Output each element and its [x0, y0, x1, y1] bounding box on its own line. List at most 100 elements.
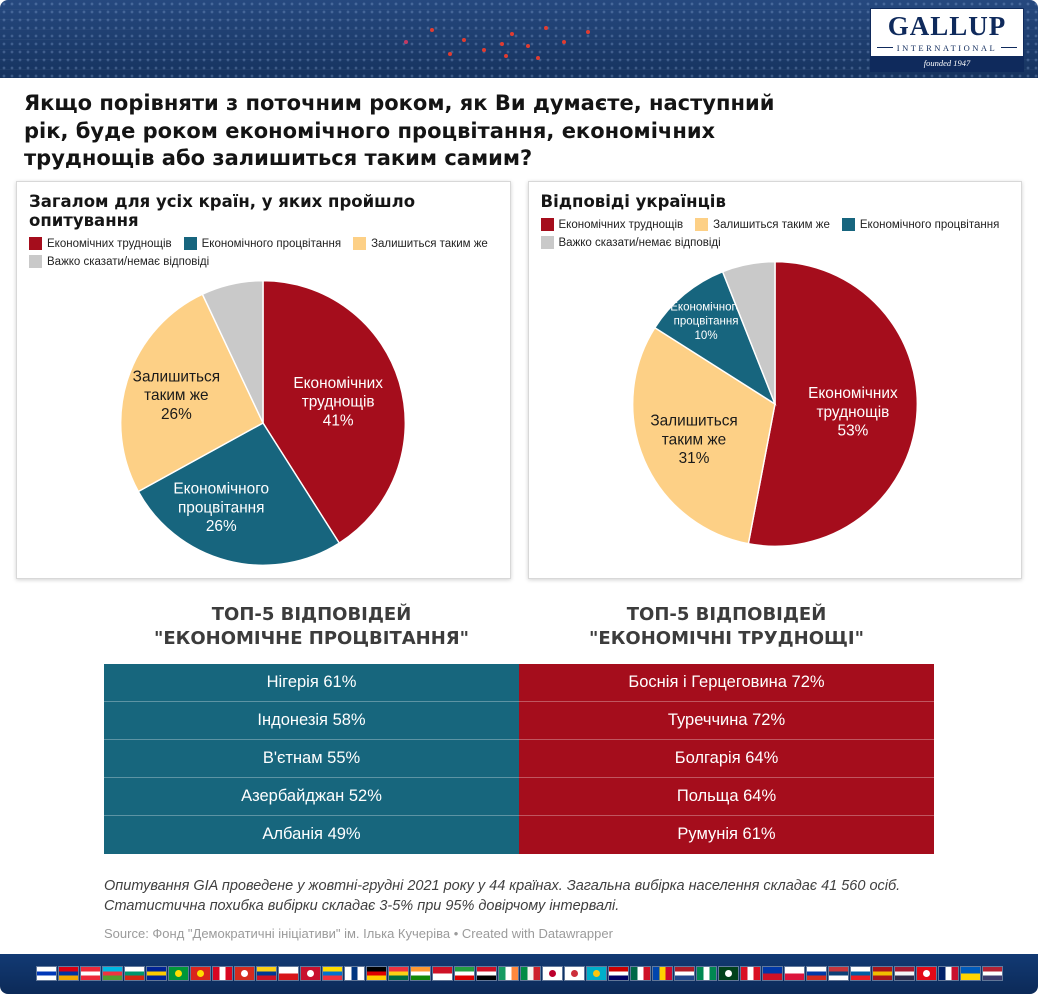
pie-slice-label: Економічних труднощів 41% — [294, 375, 384, 430]
legend-swatch — [29, 237, 42, 251]
flag-canada — [212, 967, 232, 981]
chart-title-ukraine: Відповіді українців — [540, 192, 726, 212]
flag-austria — [80, 967, 100, 981]
legend-item: Економічного процвітання — [841, 218, 999, 232]
legend-label: Економічних труднощів — [558, 218, 684, 231]
pie-slice — [262, 280, 407, 545]
legend-item: Важко сказати/немає відповіді — [29, 255, 498, 269]
legend-item: Економічних труднощів — [29, 237, 172, 251]
flag-colombia — [256, 967, 276, 981]
top5-row: Албанія 49% — [262, 825, 361, 844]
flag-azerbaijan — [102, 967, 122, 981]
pie-all-countries: Економічних труднощів 41% Економічного процв… — [29, 272, 498, 572]
legend-swatch — [183, 237, 197, 251]
flag-bosnia — [146, 967, 166, 981]
pie-slice-label: Залишиться таким же 31% — [650, 413, 737, 468]
flag-kazakhstan — [586, 967, 606, 981]
flag-pakistan — [718, 967, 738, 981]
legend-swatch — [841, 218, 855, 232]
flag-emblem — [174, 970, 182, 978]
flag-ghana — [388, 967, 408, 981]
flag-brazil — [168, 967, 188, 981]
flag-thailand — [894, 967, 914, 981]
world-map-texture — [0, 0, 1038, 78]
pie-slice — [120, 293, 265, 493]
legend-item: Залишиться таким же — [353, 237, 488, 251]
flag-emblem — [592, 970, 600, 978]
flag-emblem — [306, 970, 314, 978]
flag-turkey — [916, 967, 936, 981]
flag-israel — [36, 967, 56, 981]
legend-item: Економічних труднощів — [540, 218, 684, 232]
legend-label: Важко сказати/немає відповіді — [47, 255, 210, 268]
flag-spain — [872, 967, 892, 981]
top5-header-difficulties: ТОП-5 ВІДПОВІДЕЙ "ЕКОНОМІЧНІ ТРУДНОЩІ" — [589, 604, 864, 649]
top5-row: Польща 64% — [519, 778, 934, 816]
chart-title-all-countries: Загалом для усіх країн, у яких пройшло о… — [29, 192, 416, 231]
top5-header-prosperity: ТОП-5 ВІДПОВІДЕЙ "ЕКОНОМІЧНЕ ПРОЦВІТАННЯ… — [153, 604, 470, 649]
pie-slice-label: Економічного процвітання 10% — [670, 302, 742, 342]
flag-vietnam — [190, 967, 210, 981]
survey-footnote: Опитування GIA проведене у жовтні-грудні… — [104, 877, 901, 915]
flag-ukraine — [960, 967, 980, 981]
pie-chart: Економічних труднощів 53% Залишиться таким ж… — [631, 261, 918, 548]
flag-armenia — [58, 967, 78, 981]
legend-label: Економічного процвітання — [201, 237, 342, 250]
chart-card-all-countries: Загалом для усіх країн, у яких пройшло о… — [16, 181, 511, 580]
flag-emblem — [548, 970, 556, 978]
flag-iraq — [476, 967, 496, 981]
gallup-logo-name: GALLUP — [887, 11, 1007, 41]
top5-row: Боснія і Герцеговина 72% — [519, 664, 934, 702]
top5-row: Румунія 61% — [677, 825, 776, 844]
gallup-logo-subtitle: INTERNATIONAL — [877, 43, 1017, 53]
flag-usa — [982, 967, 1002, 981]
legend-swatch — [29, 255, 42, 269]
charts-row: Загалом для усіх країн, у яких пройшло о… — [16, 181, 1022, 580]
legend-label: Важко сказати/немає відповіді — [558, 236, 721, 249]
flag-japan — [542, 967, 562, 981]
flag-emblem — [240, 970, 248, 978]
legend-swatch — [353, 237, 367, 251]
pie-chart: Економічних труднощів 41% Економічного процв… — [120, 280, 407, 567]
flag-serbia — [828, 967, 848, 981]
top5-column-prosperity: Нігерія 61% Індонезія 58% В'єтнам 55% Азерб… — [104, 663, 519, 854]
pie-slice-label: Економічного процвітання 26% — [174, 481, 270, 536]
top5-row: Нігерія 61% — [104, 664, 519, 702]
legend-swatch — [540, 218, 554, 232]
flag-nigeria — [696, 967, 716, 981]
legend-item: Важко сказати/немає відповіді — [540, 236, 1010, 250]
flag-malaysia — [608, 967, 628, 981]
map-marker-dots — [500, 42, 504, 46]
top5-headers: ТОП-5 ВІДПОВІДЕЙ "ЕКОНОМІЧНЕ ПРОЦВІТАННЯ… — [104, 603, 934, 650]
top5-column-difficulties: Боснія і Герцеговина 72% Туреччина 72% Бол… — [519, 663, 934, 854]
pie-slice-label: Економічних труднощів 53% — [808, 385, 898, 440]
flag-netherlands — [674, 967, 694, 981]
legend-all-countries: Економічних труднощів Економічного процві… — [29, 237, 498, 269]
gallup-logo-founded: founded 1947 — [871, 55, 1023, 71]
flag-south-korea — [564, 967, 584, 981]
chart-card-ukraine: Відповіді українців Економічних труднощі… — [527, 181, 1022, 580]
flag-denmark — [300, 967, 320, 981]
legend-item: Економічного процвітання — [183, 237, 342, 251]
pie-slice — [653, 270, 777, 406]
world-map-banner: GALLUP INTERNATIONAL founded 1947 — [0, 0, 1038, 78]
gallup-logo: GALLUP INTERNATIONAL founded 1947 — [870, 8, 1024, 72]
flag-ireland — [498, 967, 518, 981]
pie-slice — [721, 261, 776, 405]
flag-ecuador — [322, 967, 342, 981]
top5-section: ТОП-5 ВІДПОВІДЕЙ "ЕКОНОМІЧНЕ ПРОЦВІТАННЯ… — [104, 603, 934, 854]
flag-moldova — [652, 967, 672, 981]
flag-poland — [784, 967, 804, 981]
source-line: Source: Фонд "Демократичні ініціативи" і… — [104, 925, 613, 941]
legend-swatch — [540, 236, 554, 250]
legend-label: Економічних труднощів — [47, 237, 172, 250]
flag-peru — [740, 967, 760, 981]
flag-philippines — [762, 967, 782, 981]
flag-emblem — [570, 970, 578, 978]
legend-ukraine: Економічних труднощів Залишиться таким же… — [540, 218, 1010, 250]
page-title: Якщо порівняти з поточним роком, як Ви д… — [24, 91, 775, 171]
pie-slice — [137, 422, 341, 567]
flag-czechia — [278, 967, 298, 981]
pie-slice-label: Залишиться таким же 26% — [133, 369, 220, 424]
flag-slovenia — [850, 967, 870, 981]
